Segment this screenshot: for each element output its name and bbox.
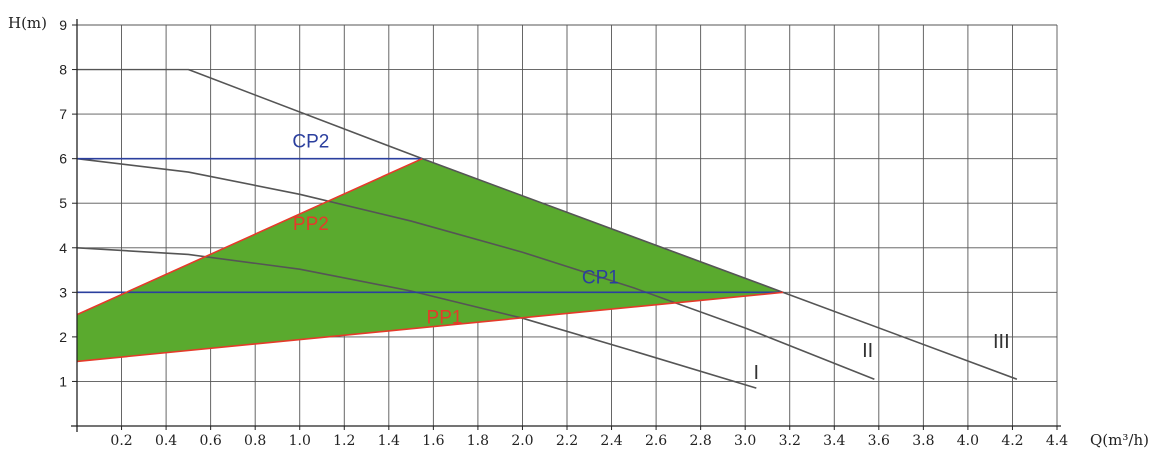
- y-tick-label: 3: [59, 284, 67, 300]
- x-axis-label: Q(m³/h): [1090, 431, 1149, 449]
- axes: 0.2 0.4 0.6 0.8 1.0 1.2 1.4 1.6 1.8 2.0 2.2 2.4 2.6 2…: [59, 17, 1068, 449]
- x-tick-label: 2.0: [511, 433, 533, 449]
- x-tick-label: 0.6: [200, 433, 222, 449]
- y-tick-label: 7: [59, 106, 67, 122]
- y-tick-label: 1: [59, 373, 67, 389]
- y-tick-label: 6: [59, 151, 67, 167]
- x-tick-label: 3.4: [823, 433, 845, 449]
- y-tick-label: 8: [59, 62, 67, 78]
- y-tick-label: 9: [59, 17, 67, 33]
- x-tick-label: 1.4: [378, 433, 400, 449]
- annotation-iii: III: [993, 331, 1010, 353]
- x-tick-label: 1.0: [289, 433, 311, 449]
- x-tick-label: 0.8: [244, 433, 266, 449]
- annotation-cp1: CP1: [582, 267, 619, 288]
- operating-region-fill: [77, 158, 784, 362]
- x-tick-label: 1.8: [467, 433, 489, 449]
- series-line-pp2: [76, 157, 423, 316]
- y-axis-label: H(m): [8, 14, 47, 32]
- x-tick-label: 4.2: [1001, 433, 1023, 449]
- x-tick-label: 2.4: [600, 433, 622, 449]
- x-tick-label: 3.0: [734, 433, 756, 449]
- y-tick-label: 2: [59, 329, 67, 345]
- y-tick-label: 4: [59, 240, 67, 256]
- x-tick-label: 3.8: [912, 433, 934, 449]
- annotation-pp2: PP2: [293, 214, 329, 235]
- x-tick-label: 0.2: [110, 433, 132, 449]
- x-tick-label: 4.4: [1046, 433, 1068, 449]
- x-tick-label: 1.6: [422, 433, 444, 449]
- x-tick-label: 4.0: [957, 433, 979, 449]
- x-tick-label: 3.2: [779, 433, 801, 449]
- series-line-pp1: [76, 291, 784, 363]
- x-tick-label: 1.2: [333, 433, 355, 449]
- y-tick-label: 5: [59, 195, 67, 211]
- series-line-iii: [188, 68, 1018, 380]
- x-tick-label: 2.6: [645, 433, 667, 449]
- series-lines: [76, 68, 1018, 389]
- annotation-pp1: PP1: [427, 308, 463, 329]
- annotation-i: I: [754, 362, 760, 384]
- x-tick-label: 3.6: [868, 433, 890, 449]
- x-tick-label: 2.8: [690, 433, 712, 449]
- series-line-i: [76, 246, 757, 389]
- annotation-cp2: CP2: [292, 132, 329, 153]
- series-line-ii: [76, 157, 875, 380]
- x-tick-label: 2.2: [556, 433, 578, 449]
- x-tick-label: 0.4: [155, 433, 177, 449]
- operating-region: [77, 158, 784, 362]
- annotation-ii: II: [862, 340, 873, 362]
